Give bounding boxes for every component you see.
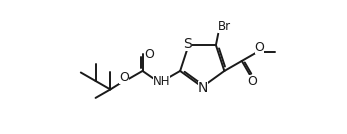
Text: O: O — [255, 41, 264, 54]
Text: N: N — [198, 81, 208, 95]
Text: O: O — [119, 71, 129, 84]
Text: Br: Br — [218, 20, 231, 33]
Text: O: O — [144, 48, 154, 61]
Text: NH: NH — [153, 75, 170, 88]
Text: S: S — [184, 37, 192, 51]
Text: O: O — [247, 75, 257, 88]
